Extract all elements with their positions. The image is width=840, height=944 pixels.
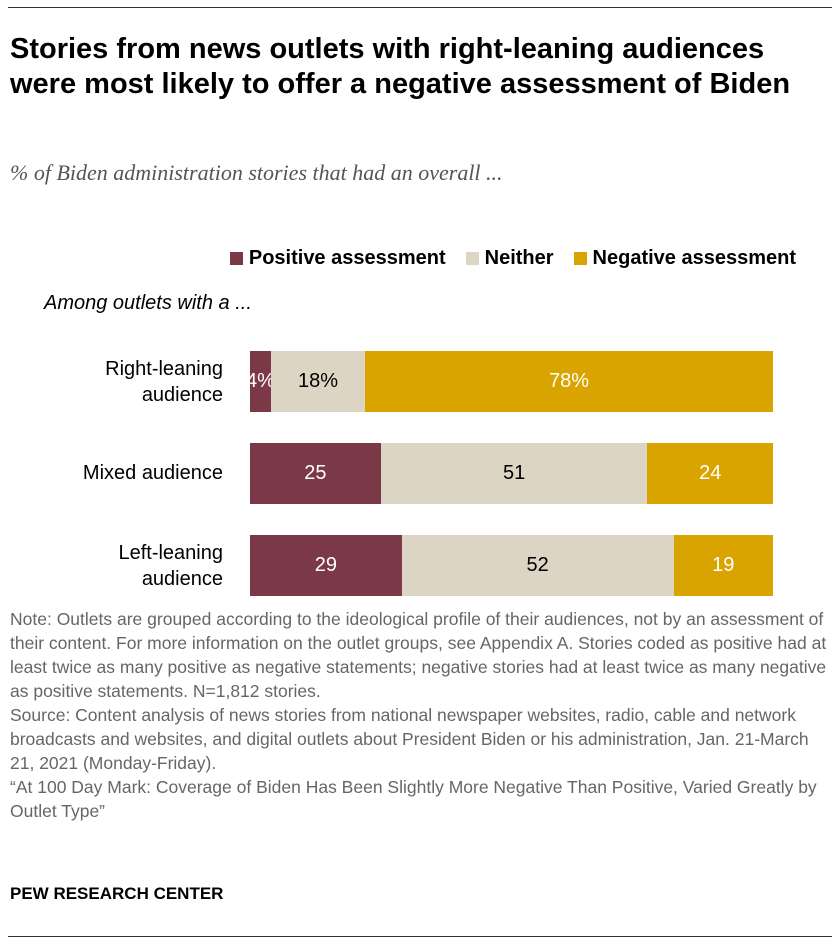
bar-segment: 24 xyxy=(647,443,773,504)
bar-segment: 51 xyxy=(380,443,648,504)
data-label: 51 xyxy=(502,462,526,484)
bar-segment: 19 xyxy=(673,535,773,596)
legend-label: Positive assessment xyxy=(248,247,446,269)
note-text: Note: Outlets are grouped according to t… xyxy=(10,609,827,701)
data-label: 18% xyxy=(297,370,338,392)
legend-label: Negative assessment xyxy=(592,247,796,269)
legend: Positive assessment Neither Negative asses… xyxy=(229,247,796,270)
legend-item: Positive assessment xyxy=(229,247,446,270)
legend-label: Neither xyxy=(484,247,554,269)
data-label: 24 xyxy=(699,462,722,484)
notes: Note: Outlets are grouped according to t… xyxy=(10,607,830,823)
data-label: 78% xyxy=(549,370,590,392)
brand-label: PEW RESEARCH CENTER xyxy=(10,884,224,903)
among-label: Among outlets with a ... xyxy=(44,292,252,314)
data-label: 25 xyxy=(304,462,327,484)
bar-segment: 25 xyxy=(250,443,381,504)
report-title: “At 100 Day Mark: Coverage of Biden Has … xyxy=(10,777,817,821)
legend-swatch xyxy=(465,252,479,265)
category-label: Left-leaning audience xyxy=(118,542,223,590)
bar-segment: 29 xyxy=(250,535,402,596)
source-text: Source: Content analysis of news stories… xyxy=(10,705,809,773)
data-label: 52 xyxy=(526,554,549,576)
data-label: 19 xyxy=(712,554,735,576)
data-label: 4% xyxy=(246,370,275,392)
bottom-rule xyxy=(8,936,832,937)
legend-item: Negative assessment xyxy=(573,247,796,270)
chart-title: Stories from news outlets with right-lea… xyxy=(10,33,791,100)
bar-segment: 4% xyxy=(246,351,275,412)
legend-swatch xyxy=(573,252,587,265)
category-label: Mixed audience xyxy=(82,462,223,484)
bar-segment: 78% xyxy=(365,351,773,412)
chart-subtitle: % of Biden administration stories that h… xyxy=(10,160,503,185)
data-label: 29 xyxy=(314,554,337,576)
bar-segment: 18% xyxy=(270,351,366,412)
category-label: Right-leaning audience xyxy=(105,358,223,406)
bar-segment: 52 xyxy=(401,535,674,596)
legend-swatch xyxy=(229,252,243,265)
legend-item: Neither xyxy=(465,247,554,270)
top-rule xyxy=(8,7,832,8)
